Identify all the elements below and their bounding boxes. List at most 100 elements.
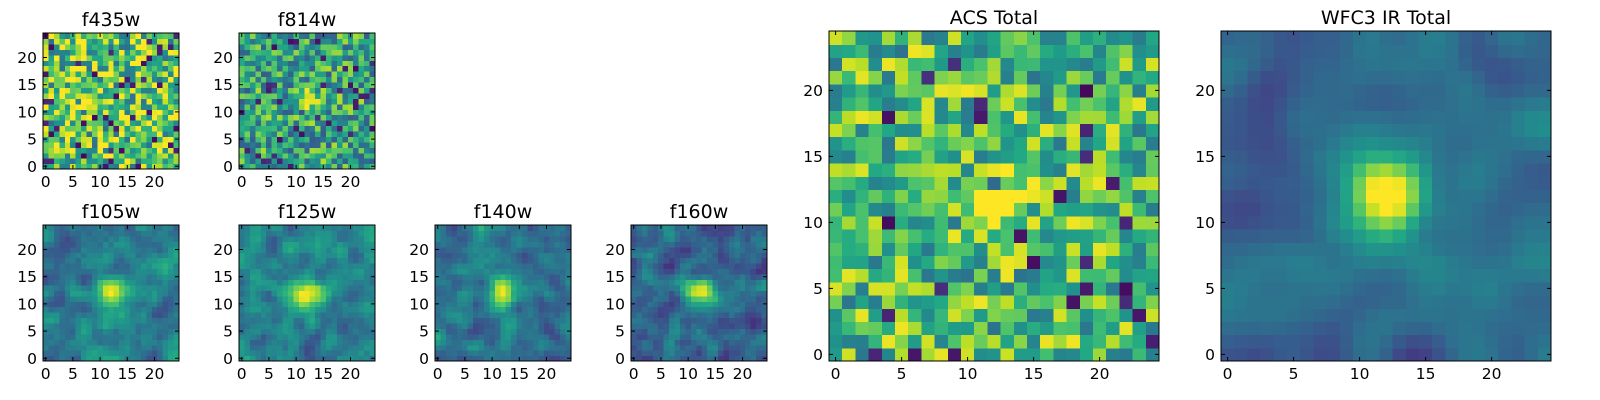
heatmap-cell <box>1106 202 1120 217</box>
heatmap-cell <box>707 263 714 270</box>
heatmap-cell <box>663 284 670 291</box>
heatmap-cell <box>1234 295 1248 309</box>
heatmap-cell <box>1392 163 1407 177</box>
heatmap-cell <box>987 136 1002 151</box>
heatmap-cell <box>266 252 273 259</box>
heatmap-cell <box>1119 255 1134 270</box>
heatmap-cell <box>293 76 300 83</box>
heatmap-cell <box>81 43 88 50</box>
heatmap-cell <box>696 263 703 270</box>
heatmap-cell <box>70 339 77 346</box>
heatmap-cell <box>97 71 104 78</box>
heatmap-cell <box>1234 347 1248 362</box>
heatmap-cell <box>1040 176 1054 190</box>
heatmap-cell <box>505 317 512 324</box>
heatmap-cell <box>130 103 137 110</box>
heatmap-cell <box>734 344 741 351</box>
heatmap-cell <box>135 333 142 340</box>
heatmap-cell <box>868 57 883 72</box>
heatmap-cell <box>326 295 333 302</box>
heatmap-cell <box>718 252 725 259</box>
heatmap-cell <box>456 301 463 308</box>
heatmap-cell <box>685 263 692 270</box>
heatmap-cell <box>162 98 169 105</box>
heatmap-cell <box>239 263 246 270</box>
heatmap-cell <box>532 230 539 237</box>
heatmap-cell <box>1326 202 1341 217</box>
heatmap-cell <box>255 147 262 154</box>
heatmap-cell <box>151 268 158 275</box>
heatmap-cell <box>151 60 158 67</box>
heatmap-cell <box>1485 189 1499 204</box>
heatmap-cell <box>260 125 267 132</box>
heatmap-cell <box>934 334 949 349</box>
heatmap-cell <box>987 189 1002 204</box>
heatmap-cell <box>522 230 529 237</box>
heatmap-cell <box>358 339 365 346</box>
heatmap-cell <box>336 230 343 237</box>
heatmap-cell <box>108 252 115 259</box>
heatmap-cell <box>538 317 545 324</box>
heatmap-cell <box>331 317 338 324</box>
heatmap-cell <box>1132 229 1147 243</box>
heatmap-cell <box>538 268 545 275</box>
panel-title: f140w <box>474 201 533 223</box>
heatmap-cell <box>543 230 550 237</box>
heatmap-cell <box>522 317 529 324</box>
heatmap-cell <box>315 98 322 105</box>
heatmap-cell <box>239 295 246 302</box>
heatmap-cell <box>636 273 643 280</box>
heatmap-cell <box>168 263 175 270</box>
heatmap-cell <box>70 301 77 308</box>
heatmap-cell <box>135 241 142 248</box>
heatmap-cell <box>124 147 131 154</box>
heatmap-cell <box>48 333 55 340</box>
heatmap-cell <box>157 87 164 94</box>
heatmap-cell <box>364 103 371 110</box>
heatmap-cell <box>478 252 485 259</box>
heatmap-cell <box>271 147 278 154</box>
heatmap-cell <box>690 312 697 319</box>
heatmap-cell <box>1405 295 1420 309</box>
heatmap-cell <box>696 225 703 232</box>
heatmap-cell <box>881 163 896 177</box>
heatmap-cell <box>309 147 316 154</box>
heatmap-cell <box>91 350 98 357</box>
heatmap-cell <box>494 301 501 308</box>
heatmap-cell <box>244 344 251 351</box>
heatmap-cell <box>663 230 670 237</box>
heatmap-cell <box>908 136 922 151</box>
heatmap-cell <box>353 49 360 56</box>
heatmap-cell <box>124 125 131 132</box>
heatmap-cell <box>239 333 246 340</box>
heatmap-cell <box>696 344 703 351</box>
heatmap-cell <box>516 279 523 286</box>
heatmap-cell <box>102 152 109 159</box>
heatmap-cell <box>445 246 452 253</box>
heatmap-cell <box>260 120 267 127</box>
heatmap-cell <box>658 290 665 297</box>
heatmap-cell <box>91 114 98 121</box>
heatmap-cell <box>734 290 741 297</box>
heatmap-cell <box>565 295 572 302</box>
heatmap-cell <box>440 246 447 253</box>
heatmap-cell <box>652 328 659 335</box>
heatmap-cell <box>358 152 365 159</box>
heatmap-cell <box>690 225 697 232</box>
heatmap-cell <box>48 71 55 78</box>
heatmap-cell <box>151 322 158 329</box>
heatmap-cell <box>135 163 142 170</box>
heatmap-cell <box>97 306 104 313</box>
heatmap-cell <box>277 136 284 143</box>
heatmap-cell <box>266 76 273 83</box>
heatmap-cell <box>669 257 676 264</box>
heatmap-cell <box>1353 281 1367 296</box>
heatmap-cell <box>124 279 131 286</box>
heatmap-cell <box>320 230 327 237</box>
heatmap-cell <box>53 225 60 232</box>
heatmap-cell <box>315 43 322 50</box>
heatmap-cell <box>462 268 469 275</box>
heatmap-cell <box>113 235 120 242</box>
heatmap-cell <box>549 322 556 329</box>
